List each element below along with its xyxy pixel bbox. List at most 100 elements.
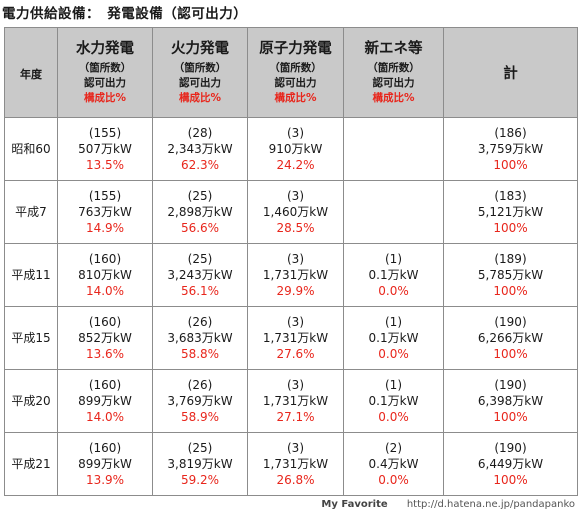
data-cell: (3) 1,731万kW 29.9%	[247, 243, 344, 307]
count-value: (28)	[187, 126, 213, 140]
header-column-output-label: 認可出力	[372, 77, 415, 89]
output-value: 3,769万kW	[167, 394, 233, 408]
output-value: 5,121万kW	[477, 205, 544, 219]
output-value: 2,343万kW	[167, 142, 233, 156]
count-value: (190)	[494, 441, 527, 455]
output-value: 0.1万kW	[368, 331, 419, 345]
count-value: (183)	[494, 189, 527, 203]
output-value: 6,398万kW	[477, 394, 544, 408]
header-column-count-label: （箇所数）	[269, 62, 322, 74]
total-cell: (190) 6,449万kW 100%	[443, 432, 578, 496]
header-total: 計	[443, 27, 578, 118]
percent-value: 56.1%	[180, 284, 220, 298]
header-column-count-label: （箇所数）	[367, 62, 420, 74]
output-value: 1,460万kW	[262, 205, 329, 219]
data-cell: (25) 3,243万kW 56.1%	[152, 243, 248, 307]
data-cell: (2) 0.4万kW 0.0%	[343, 432, 444, 496]
header-year: 年度	[4, 27, 58, 118]
table-row: 平成11 (160) 810万kW 14.0% (25) 3,243万kW 56.1% (3)…	[4, 243, 578, 307]
header-thermal: 火力発電 （箇所数） 認可出力 構成比%	[152, 27, 248, 118]
count-value: (186)	[494, 126, 527, 140]
percent-value: 28.5%	[276, 221, 315, 235]
header-column-ratio-label: 構成比%	[372, 92, 415, 104]
output-value: 6,266万kW	[477, 331, 544, 345]
output-value: 3,819万kW	[167, 457, 233, 471]
total-cell: (190) 6,398万kW 100%	[443, 369, 578, 433]
table-row: 平成7 (155) 763万kW 14.9% (25) 2,898万kW 56.6% (3) 1…	[4, 180, 578, 244]
percent-value: 26.8%	[276, 473, 315, 487]
count-value: (3)	[287, 441, 304, 455]
header-column-output-label: 認可出力	[274, 77, 317, 89]
data-cell: (3) 1,460万kW 28.5%	[247, 180, 344, 244]
data-cell	[343, 180, 444, 244]
data-cell: (25) 2,898万kW 56.6%	[152, 180, 248, 244]
header-total-label: 計	[503, 66, 518, 82]
count-value: (190)	[494, 378, 527, 392]
count-value: (2)	[385, 441, 402, 455]
count-value: (1)	[385, 315, 402, 329]
percent-value: 13.9%	[85, 473, 125, 487]
table-row: 平成15 (160) 852万kW 13.6% (26) 3,683万kW 58.8% (3)…	[4, 306, 578, 370]
total-cell: (183) 5,121万kW 100%	[443, 180, 578, 244]
percent-value: 100%	[493, 221, 528, 235]
year-cell: 平成20	[4, 369, 58, 433]
header-year-label: 年度	[20, 68, 42, 81]
data-cell: (26) 3,769万kW 58.9%	[152, 369, 248, 433]
output-value: 763万kW	[78, 205, 132, 219]
output-value: 2,898万kW	[167, 205, 233, 219]
footer-favorite: My Favorite	[321, 499, 388, 510]
year-cell: 昭和60	[4, 117, 58, 181]
count-value: (155)	[88, 189, 122, 203]
count-value: (160)	[88, 315, 122, 329]
count-value: (189)	[494, 252, 527, 266]
output-value: 0.4万kW	[368, 457, 419, 471]
output-value: 3,243万kW	[167, 268, 233, 282]
percent-value: 27.1%	[276, 410, 315, 424]
data-cell: (160) 810万kW 14.0%	[57, 243, 153, 307]
percent-value: 100%	[493, 347, 528, 361]
output-value: 3,759万kW	[477, 142, 544, 156]
output-value: 507万kW	[78, 142, 132, 156]
data-cell: (160) 899万kW 13.9%	[57, 432, 153, 496]
table-row: 昭和60 (155) 507万kW 13.5% (28) 2,343万kW 62.3% (3)…	[4, 117, 578, 181]
percent-value: 29.9%	[276, 284, 315, 298]
year-cell: 平成11	[4, 243, 58, 307]
percent-value: 59.2%	[180, 473, 220, 487]
count-value: (3)	[287, 126, 304, 140]
count-value: (25)	[187, 252, 213, 266]
percent-value: 56.6%	[180, 221, 220, 235]
header-hydro: 水力発電 （箇所数） 認可出力 構成比%	[57, 27, 153, 118]
output-value: 1,731万kW	[262, 457, 329, 471]
header-column-count-label: （箇所数）	[78, 62, 132, 74]
count-value: (160)	[88, 252, 122, 266]
output-value: 0.1万kW	[368, 394, 419, 408]
output-value: 3,683万kW	[167, 331, 233, 345]
output-value: 1,731万kW	[262, 394, 329, 408]
output-value: 0.1万kW	[368, 268, 419, 282]
percent-value: 0.0%	[378, 410, 409, 424]
year-cell: 平成15	[4, 306, 58, 370]
data-cell: (3) 1,731万kW 26.8%	[247, 432, 344, 496]
percent-value: 62.3%	[180, 158, 220, 172]
percent-value: 14.0%	[85, 410, 125, 424]
total-cell: (190) 6,266万kW 100%	[443, 306, 578, 370]
total-cell: (186) 3,759万kW 100%	[443, 117, 578, 181]
header-column-name: 火力発電	[171, 41, 229, 57]
count-value: (3)	[287, 189, 304, 203]
header-column-ratio-label: 構成比%	[178, 92, 222, 104]
header-column-ratio-label: 構成比%	[83, 92, 127, 104]
percent-value: 13.6%	[85, 347, 125, 361]
percent-value: 14.9%	[85, 221, 125, 235]
count-value: (3)	[287, 252, 304, 266]
output-value: 852万kW	[78, 331, 132, 345]
table-header-row: 年度 水力発電 （箇所数） 認可出力 構成比% 火力発電 （箇所数） 認可出力 …	[4, 27, 578, 118]
data-cell: (3) 1,731万kW 27.1%	[247, 369, 344, 433]
count-value: (190)	[494, 315, 527, 329]
data-cell	[343, 117, 444, 181]
percent-value: 0.0%	[378, 347, 409, 361]
data-cell: (155) 763万kW 14.9%	[57, 180, 153, 244]
data-cell: (160) 852万kW 13.6%	[57, 306, 153, 370]
percent-value: 0.0%	[378, 473, 409, 487]
percent-value: 13.5%	[85, 158, 125, 172]
count-value: (160)	[88, 441, 122, 455]
